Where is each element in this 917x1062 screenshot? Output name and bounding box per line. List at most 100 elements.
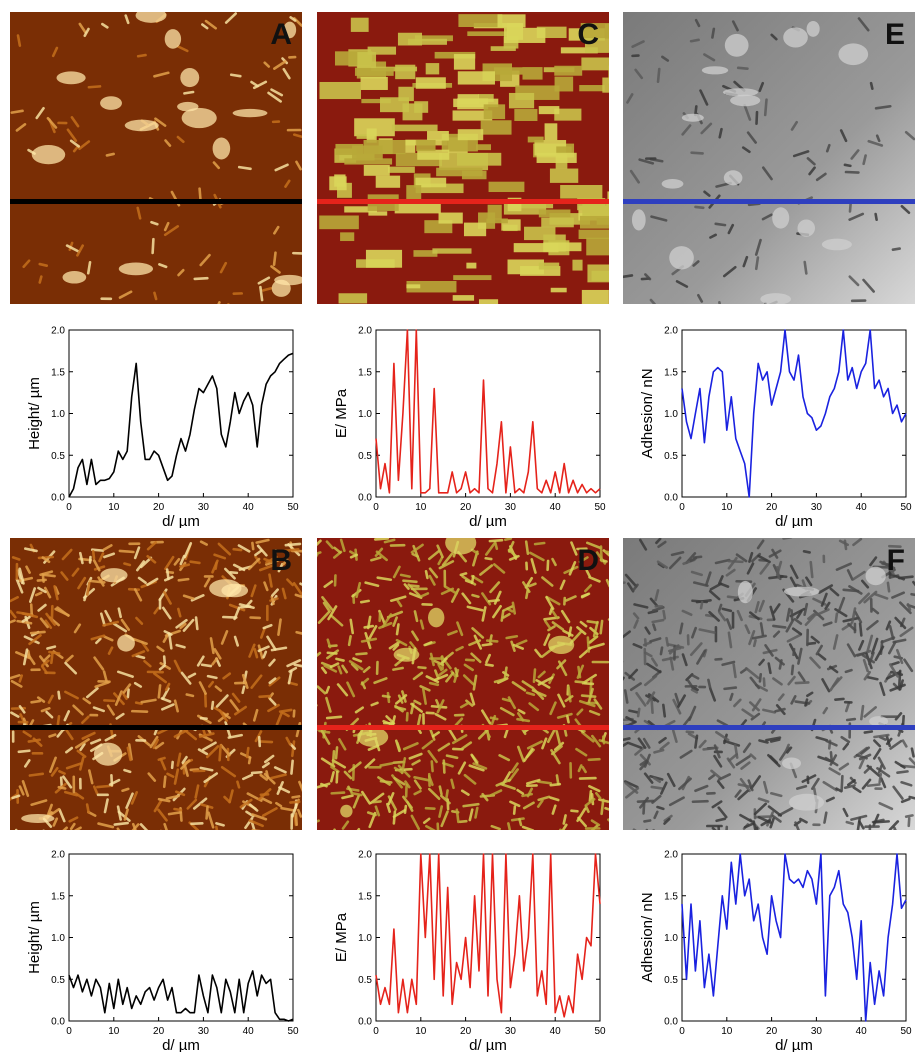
x-axis-label: d/ µm: [469, 513, 507, 528]
afm-image-b: B: [10, 538, 302, 830]
profile-line: [68, 970, 294, 1022]
x-tick-label: 20: [153, 502, 165, 513]
x-axis-label: d/ µm: [775, 513, 813, 528]
y-tick-label: 2.0: [51, 850, 65, 861]
x-tick-label: 40: [243, 502, 255, 513]
afm-image-c: C: [317, 12, 609, 304]
x-tick-label: 50: [900, 1026, 912, 1037]
panel-label: E: [884, 18, 905, 51]
y-tick-label: 1.5: [664, 891, 678, 902]
panel-label: B: [270, 544, 292, 577]
x-tick-label: 20: [460, 1026, 472, 1037]
y-tick-label: 1.0: [51, 933, 65, 944]
scan-line: [317, 725, 609, 730]
x-tick-label: 0: [679, 502, 685, 513]
y-axis-label: E/ MPa: [333, 912, 350, 962]
afm-texture: [623, 12, 915, 304]
y-tick-label: 2.0: [51, 326, 65, 337]
panel-label: D: [577, 544, 599, 577]
x-tick-label: 50: [594, 1026, 606, 1037]
x-tick-label: 30: [505, 502, 517, 513]
x-tick-label: 10: [415, 1026, 427, 1037]
profile-line: [375, 853, 601, 1018]
afm-texture: [10, 12, 302, 304]
x-axis-label: d/ µm: [469, 1037, 507, 1052]
y-tick-label: 0.5: [51, 451, 65, 462]
profile-chart-modulus-sparse: 0.0 0.5 1.0 1.5 2.0 0 10 20 30 40 50 d/ µm E/ MPa: [319, 318, 609, 531]
afm-image-d: D: [317, 538, 609, 830]
x-tick-label: 10: [108, 1026, 120, 1037]
x-axis-label: d/ µm: [162, 513, 200, 528]
profile-line: [68, 352, 294, 498]
y-tick-label: 0.0: [51, 493, 65, 504]
afm-image-f: F: [623, 538, 915, 830]
y-tick-label: 1.0: [51, 409, 65, 420]
profile-line: [681, 329, 907, 498]
scan-line: [623, 725, 915, 730]
x-tick-label: 0: [66, 1026, 72, 1037]
x-tick-label: 20: [766, 1026, 778, 1037]
scan-line: [10, 725, 302, 730]
y-tick-label: 2.0: [664, 326, 678, 337]
profile-line: [375, 329, 601, 494]
y-tick-label: 0.5: [358, 975, 372, 986]
x-axis-label: d/ µm: [775, 1037, 813, 1052]
profile-chart-height-sparse: 0.0 0.5 1.0 1.5 2.0 0 10 20 30 40 50 d/ µm Height/ µ…: [12, 318, 302, 531]
x-tick-label: 50: [287, 502, 299, 513]
profile-chart-adhesion-sparse: 0.0 0.5 1.0 1.5 2.0 0 10 20 30 40 50 d/ µm Adhesion/…: [625, 318, 915, 531]
x-tick-label: 30: [811, 502, 823, 513]
y-tick-label: 0.0: [358, 493, 372, 504]
x-tick-label: 10: [415, 502, 427, 513]
plot-frame: [681, 853, 907, 1022]
y-tick-label: 2.0: [358, 326, 372, 337]
x-tick-label: 20: [153, 1026, 165, 1037]
profile-chart-modulus-dense: 0.0 0.5 1.0 1.5 2.0 0 10 20 30 40 50 d/ µm E/ MPa: [319, 842, 609, 1055]
scan-line: [623, 199, 915, 204]
x-tick-label: 30: [505, 1026, 517, 1037]
y-tick-label: 0.5: [664, 975, 678, 986]
y-axis-label: Adhesion/ nN: [639, 892, 656, 982]
x-tick-label: 0: [373, 502, 379, 513]
x-tick-label: 0: [373, 1026, 379, 1037]
y-tick-label: 0.5: [51, 975, 65, 986]
panel-label: C: [577, 18, 599, 51]
profile-line: [681, 853, 907, 1022]
y-tick-label: 1.0: [358, 409, 372, 420]
x-tick-label: 40: [550, 1026, 562, 1037]
y-tick-label: 0.0: [51, 1017, 65, 1028]
y-tick-label: 0.0: [664, 493, 678, 504]
x-tick-label: 10: [108, 502, 120, 513]
y-tick-label: 1.5: [51, 367, 65, 378]
y-tick-label: 0.0: [358, 1017, 372, 1028]
x-tick-label: 10: [721, 502, 733, 513]
x-tick-label: 0: [66, 502, 72, 513]
afm-texture: [317, 538, 609, 830]
scan-line: [10, 199, 302, 204]
y-tick-label: 1.5: [664, 367, 678, 378]
y-tick-label: 2.0: [358, 850, 372, 861]
y-tick-label: 1.5: [358, 367, 372, 378]
plot-frame: [68, 853, 294, 1022]
y-axis-label: Adhesion/ nN: [639, 368, 656, 458]
y-tick-label: 0.0: [664, 1017, 678, 1028]
afm-texture: [623, 538, 915, 830]
y-tick-label: 1.0: [664, 933, 678, 944]
afm-image-a: A: [10, 12, 302, 304]
scan-line: [317, 199, 609, 204]
x-tick-label: 40: [243, 1026, 255, 1037]
y-tick-label: 1.0: [358, 933, 372, 944]
x-tick-label: 40: [856, 502, 868, 513]
y-tick-label: 1.5: [358, 891, 372, 902]
afm-image-e: E: [623, 12, 915, 304]
y-axis-label: Height/ µm: [26, 377, 43, 450]
afm-texture: [10, 538, 302, 830]
x-axis-label: d/ µm: [162, 1037, 200, 1052]
x-tick-label: 50: [287, 1026, 299, 1037]
x-tick-label: 30: [811, 1026, 823, 1037]
afm-texture: [317, 12, 609, 304]
plot-frame: [68, 329, 294, 498]
profile-chart-height-dense: 0.0 0.5 1.0 1.5 2.0 0 10 20 30 40 50 d/ µm Height/ µ…: [12, 842, 302, 1055]
x-tick-label: 40: [856, 1026, 868, 1037]
y-tick-label: 2.0: [664, 850, 678, 861]
